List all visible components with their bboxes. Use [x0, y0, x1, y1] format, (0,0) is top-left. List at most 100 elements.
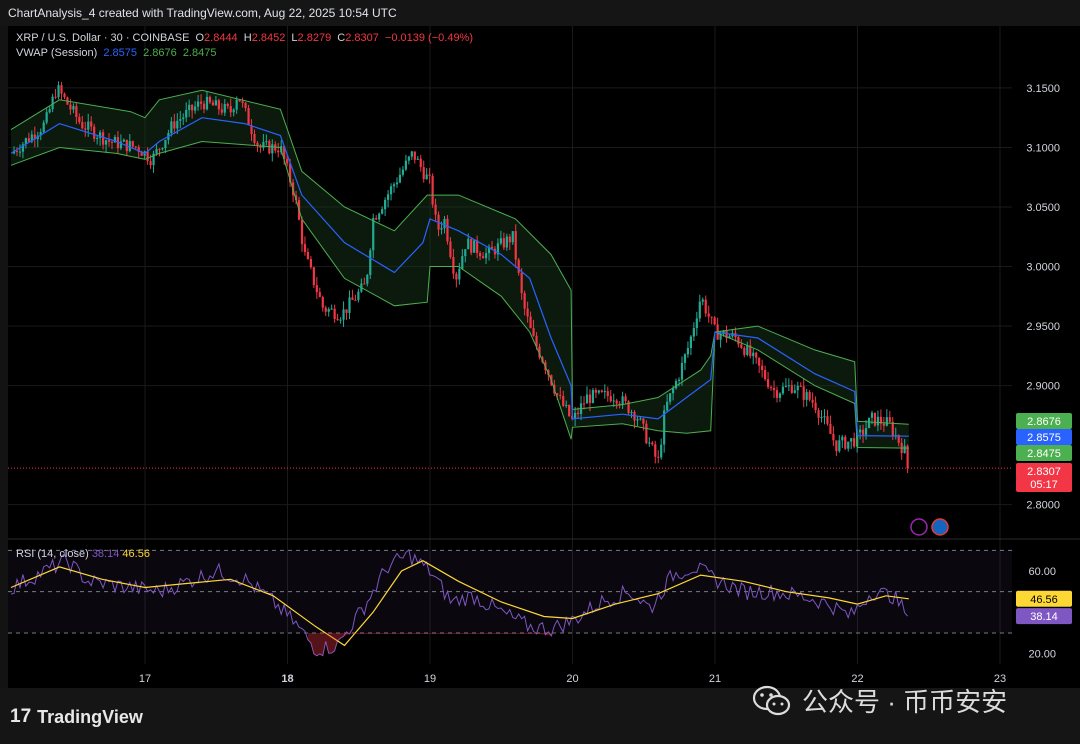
rsi-tag-bg	[1016, 608, 1072, 625]
candle-body	[63, 93, 66, 98]
candle-body	[57, 85, 60, 98]
candle-body	[232, 109, 235, 113]
candle-body	[158, 148, 161, 150]
y-axis-tick-label: 3.1000	[1026, 142, 1060, 154]
last-price-tag-text: 2.8307	[1027, 466, 1061, 478]
candle-body	[333, 308, 336, 320]
candle-body	[256, 142, 259, 146]
change-value: −0.0139 (−0.49%)	[384, 32, 474, 44]
candle-body	[817, 410, 820, 418]
vwap-band-fill	[11, 90, 909, 449]
tradingview-logo[interactable]: 17 TradingView	[10, 706, 143, 728]
candle-body	[78, 117, 81, 123]
candle-body	[671, 388, 675, 394]
last-price-tag-bg	[1016, 463, 1072, 479]
vwap-line	[10, 117, 909, 437]
candle-body	[749, 345, 752, 357]
candle-body	[484, 253, 488, 259]
chart-area[interactable]	[8, 26, 1080, 688]
candle-body	[535, 335, 538, 347]
vwap-band-area	[11, 90, 909, 449]
candle-body	[128, 141, 131, 152]
candle-body	[194, 106, 197, 111]
candle-body	[639, 418, 642, 420]
candle-body	[891, 421, 894, 436]
candle-body	[289, 163, 292, 183]
candle-body	[722, 330, 725, 334]
chart-title: ChartAnalysis_4 created with TradingView…	[8, 6, 397, 20]
candle-body	[247, 108, 250, 126]
candle-body	[885, 417, 888, 426]
candle-body	[677, 379, 681, 382]
candle-body	[137, 147, 140, 152]
candle-body	[669, 393, 672, 402]
candle-body	[850, 438, 853, 442]
candle-body	[321, 296, 324, 308]
rsi-axis-tick-label: 20.00	[1028, 649, 1056, 661]
candle-body	[419, 158, 422, 168]
candle-body	[870, 412, 874, 418]
candle-body	[820, 416, 823, 418]
candle-body	[443, 218, 446, 229]
candle-body	[826, 416, 829, 424]
candle-body	[805, 392, 808, 400]
rsi-ma-tag: 46.56	[1016, 590, 1072, 607]
candle-body	[725, 330, 728, 339]
rsi-legend: RSI (14, close) 38.14 46.56	[16, 548, 150, 560]
candle-body	[217, 100, 220, 110]
candle-body	[490, 246, 494, 249]
candle-body	[170, 121, 173, 134]
band-lower-tag-text: 2.8475	[1027, 448, 1061, 460]
candle-body	[588, 394, 592, 404]
candle-body	[104, 140, 108, 145]
candle-body	[140, 151, 143, 156]
rsi-label[interactable]: RSI (14, close)	[16, 548, 89, 560]
candle-body	[51, 96, 54, 110]
candle-body	[844, 436, 847, 449]
candle-body	[220, 109, 223, 113]
candle-body	[630, 411, 633, 414]
candle-body	[155, 148, 158, 154]
candle-body	[680, 362, 684, 380]
rsi-line	[10, 548, 908, 657]
candle-body	[888, 417, 891, 422]
candle-body	[176, 120, 179, 129]
candle-body	[511, 231, 514, 243]
candle-body	[45, 112, 48, 123]
rsi-ma-tag-text: 46.56	[1030, 594, 1058, 606]
wechat-watermark: 公众号 · 币币安安	[752, 682, 1007, 719]
candle-body	[612, 400, 615, 402]
candle-body	[778, 393, 782, 398]
candle-body	[781, 386, 785, 394]
candle-body	[473, 240, 476, 253]
candle-body	[366, 274, 369, 284]
candle-body	[431, 175, 434, 205]
candle-body	[309, 259, 312, 268]
candle-body	[594, 390, 597, 393]
candle-body	[464, 249, 467, 257]
candle-body	[152, 153, 155, 166]
tradingview-wordmark: TradingView	[37, 706, 143, 727]
candle-body	[823, 416, 826, 418]
candle-body	[618, 403, 621, 405]
candle-body	[48, 109, 51, 113]
candle-body	[737, 337, 740, 345]
symbol-label[interactable]: XRP / U.S. Dollar · 30 · COINBASE	[16, 32, 190, 44]
indicator-lines	[8, 89, 1012, 469]
candle-body	[33, 134, 36, 140]
candle-body	[110, 141, 114, 143]
vwap-legend: VWAP (Session) 2.8575 2.8676 2.8475	[16, 47, 219, 59]
candle-body	[202, 103, 206, 110]
candle-body	[660, 444, 663, 458]
band-upper-tag: 2.8676	[1016, 413, 1072, 429]
candle-body	[223, 103, 226, 113]
low-value: 2.8279	[297, 32, 332, 44]
axes: 3.1500 3.1000 3.0500 3.0000 2.9500 2.9000 2.80…	[139, 83, 1060, 685]
candle-body	[96, 137, 99, 139]
vwap-label[interactable]: VWAP (Session)	[16, 47, 98, 59]
candle-body	[173, 121, 176, 129]
candle-body	[811, 399, 814, 403]
candle-body	[838, 440, 841, 452]
candle-body	[229, 106, 232, 113]
